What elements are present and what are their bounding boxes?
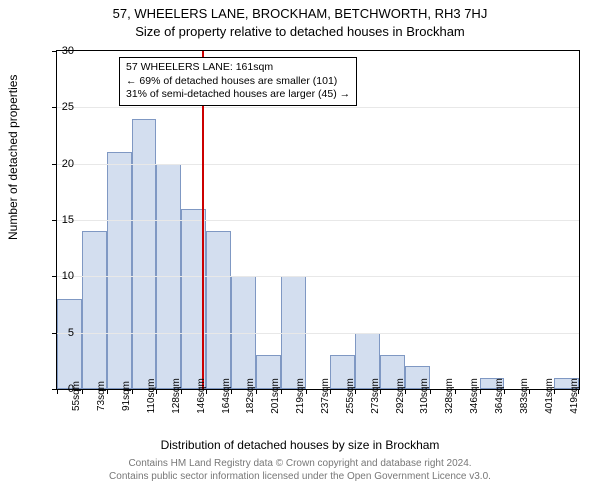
x-tick-label: 328sqm [444,378,455,414]
y-tick-label: 30 [52,45,74,57]
x-tick-label: 73sqm [96,381,107,411]
callout-line: 31% of semi-detached houses are larger (… [126,88,350,102]
histogram-bar [107,152,132,389]
gridline [57,220,579,221]
gridline [57,107,579,108]
y-tick-label: 15 [52,214,74,226]
x-tick-label: 273sqm [370,378,381,414]
y-tick-label: 10 [52,270,74,282]
x-tick-label: 201sqm [270,378,281,414]
x-tick-label: 292sqm [395,378,406,414]
x-tick-label: 219sqm [295,378,306,414]
x-tick-label: 383sqm [519,378,530,414]
histogram-bar [82,231,107,389]
gridline [57,276,579,277]
x-tick-label: 346sqm [469,378,480,414]
footer-line2: Contains public sector information licen… [0,471,600,484]
x-tick-label: 419sqm [569,378,580,414]
x-tick-label: 164sqm [221,378,232,414]
chart-title-line1: 57, WHEELERS LANE, BROCKHAM, BETCHWORTH,… [0,6,600,21]
x-tick-label: 146sqm [196,378,207,414]
gridline [57,333,579,334]
gridline [57,164,579,165]
x-tick-label: 91sqm [121,381,132,411]
callout-line: 57 WHEELERS LANE: 161sqm [126,61,350,75]
attribution-footer: Contains HM Land Registry data © Crown c… [0,458,600,483]
y-tick-label: 20 [52,158,74,170]
plot-area: 57 WHEELERS LANE: 161sqm← 69% of detache… [56,50,580,390]
histogram-bar [132,119,157,389]
footer-line1: Contains HM Land Registry data © Crown c… [0,458,600,471]
x-tick-label: 401sqm [544,378,555,414]
x-tick-label: 255sqm [345,378,356,414]
x-tick-label: 310sqm [419,378,430,414]
x-tick-label: 182sqm [245,378,256,414]
chart-title-line2: Size of property relative to detached ho… [0,24,600,39]
x-tick-label: 110sqm [146,379,157,414]
histogram-bar [57,299,82,389]
y-tick-label: 25 [52,101,74,113]
callout-box: 57 WHEELERS LANE: 161sqm← 69% of detache… [119,57,357,106]
x-tick-label: 55sqm [71,381,82,411]
x-axis-label: Distribution of detached houses by size … [0,438,600,452]
histogram-bar [206,231,231,389]
callout-line: ← 69% of detached houses are smaller (10… [126,75,350,89]
x-tick-label: 128sqm [171,378,182,414]
chart-container: 57, WHEELERS LANE, BROCKHAM, BETCHWORTH,… [0,0,600,500]
y-tick-label: 5 [52,327,74,339]
y-axis-label: Number of detached properties [6,75,20,240]
x-tick-label: 237sqm [320,378,331,414]
x-tick-label: 364sqm [494,378,505,414]
